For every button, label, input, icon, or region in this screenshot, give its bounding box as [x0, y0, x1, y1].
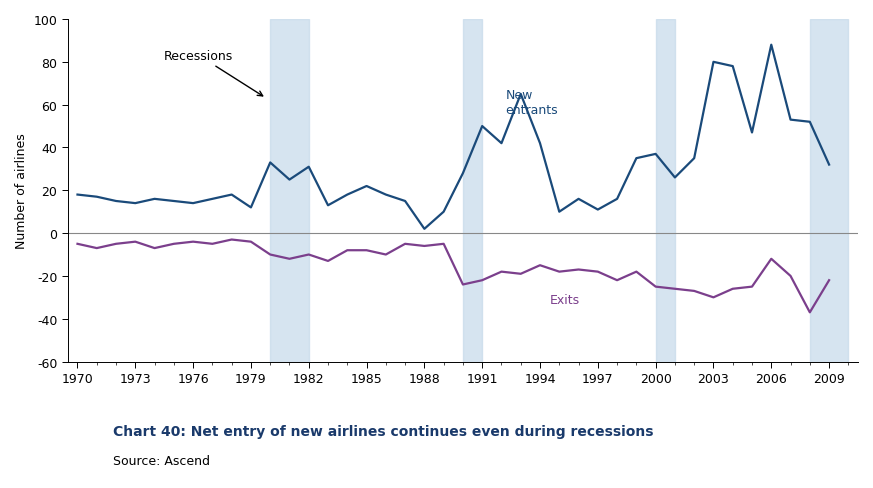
Text: Chart 40: Net entry of new airlines continues even during recessions: Chart 40: Net entry of new airlines cont…	[113, 425, 654, 439]
Y-axis label: Number of airlines: Number of airlines	[15, 133, 28, 249]
Bar	[463, 20, 482, 362]
Bar	[271, 20, 309, 362]
Text: New
entrants: New entrants	[505, 88, 558, 116]
Text: Source: Ascend: Source: Ascend	[113, 454, 210, 467]
Text: Recessions: Recessions	[164, 50, 263, 97]
Bar	[810, 20, 849, 362]
Text: Exits: Exits	[550, 293, 580, 306]
Bar	[656, 20, 675, 362]
